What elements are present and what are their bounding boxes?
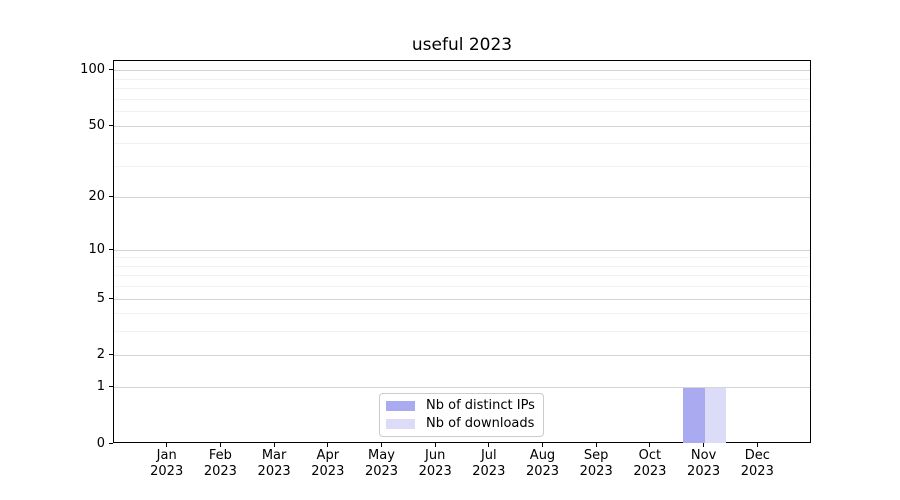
y-tick: [109, 196, 113, 198]
x-tick: [542, 443, 543, 447]
minor-gridline: [114, 78, 810, 80]
minor-gridline: [114, 265, 810, 267]
major-gridline: [114, 298, 810, 300]
x-tick: [488, 443, 490, 447]
x-tick-label-jun: Jun 2023: [418, 448, 452, 479]
x-tick: [649, 443, 651, 447]
minor-gridline: [114, 143, 810, 145]
x-tick: [434, 443, 436, 447]
y-tick-label: 100: [80, 62, 105, 78]
major-gridline: [114, 70, 810, 72]
x-tick-label-dec: Dec 2023: [740, 448, 774, 479]
x-tick-label-aug: Aug 2023: [525, 448, 560, 479]
x-tick-label-apr: Apr 2023: [311, 448, 345, 479]
y-tick-label: 20: [88, 189, 105, 205]
x-tick-label-feb: Feb 2023: [203, 448, 237, 479]
x-tick: [166, 443, 168, 447]
bar-layer: [114, 61, 810, 443]
bar-nov-distinct-ips: [683, 387, 705, 443]
y-tick: [109, 386, 113, 388]
x-tick: [703, 443, 705, 447]
y-tick: [109, 69, 113, 71]
minor-gridline: [114, 275, 810, 277]
minor-gridline: [114, 257, 810, 259]
chart-title: useful 2023: [411, 35, 513, 55]
minor-gridline: [114, 98, 810, 100]
x-tick: [327, 443, 329, 447]
minor-gridline: [114, 165, 810, 167]
y-tick: [109, 124, 113, 126]
legend-swatch-distinct-ips-icon: [386, 401, 415, 411]
y-tick: [109, 353, 113, 355]
y-tick-label: 50: [88, 117, 105, 133]
minor-gridline: [114, 313, 810, 315]
legend: Nb of distinct IPs Nb of downloads: [379, 393, 544, 437]
x-tick-label-jul: Jul 2023: [472, 448, 506, 479]
x-tick-label-oct: Oct 2023: [633, 448, 667, 479]
y-tick-label: 10: [88, 241, 105, 257]
x-tick: [219, 443, 221, 447]
bar-nov-downloads: [704, 387, 727, 443]
x-tick-label-sep: Sep 2023: [579, 448, 613, 479]
y-tick: [109, 442, 113, 444]
y-tick: [109, 248, 113, 250]
minor-gridline: [114, 111, 810, 113]
major-gridline: [114, 354, 810, 356]
x-tick: [756, 443, 758, 447]
legend-label-downloads: Nb of downloads: [426, 416, 535, 431]
minor-gridline: [114, 331, 810, 333]
x-tick-label-mar: Mar 2023: [257, 448, 291, 479]
y-tick-label: 1: [96, 379, 105, 395]
major-gridline: [114, 249, 810, 251]
x-tick-label-nov: Nov 2023: [687, 448, 721, 479]
y-tick: [109, 297, 113, 299]
y-tick-label: 2: [96, 346, 105, 362]
y-tick-label: 0: [96, 435, 105, 451]
x-tick: [595, 443, 597, 447]
grid-layer: [114, 61, 810, 442]
minor-gridline: [114, 286, 810, 288]
legend-label-distinct-ips: Nb of distinct IPs: [426, 398, 535, 413]
x-tick-label-jan: Jan 2023: [150, 448, 184, 479]
x-tick-label-may: May 2023: [364, 448, 399, 479]
plot-area: [113, 60, 811, 443]
major-gridline: [114, 197, 810, 199]
y-tick-label: 5: [96, 290, 105, 306]
x-tick: [381, 443, 382, 447]
minor-gridline: [114, 88, 810, 90]
legend-item-downloads: Nb of downloads: [386, 416, 537, 432]
x-tick: [273, 443, 275, 447]
legend-item-distinct-ips: Nb of distinct IPs: [386, 398, 537, 414]
major-gridline: [114, 387, 810, 389]
major-gridline: [114, 125, 810, 127]
legend-swatch-downloads-icon: [386, 419, 415, 429]
